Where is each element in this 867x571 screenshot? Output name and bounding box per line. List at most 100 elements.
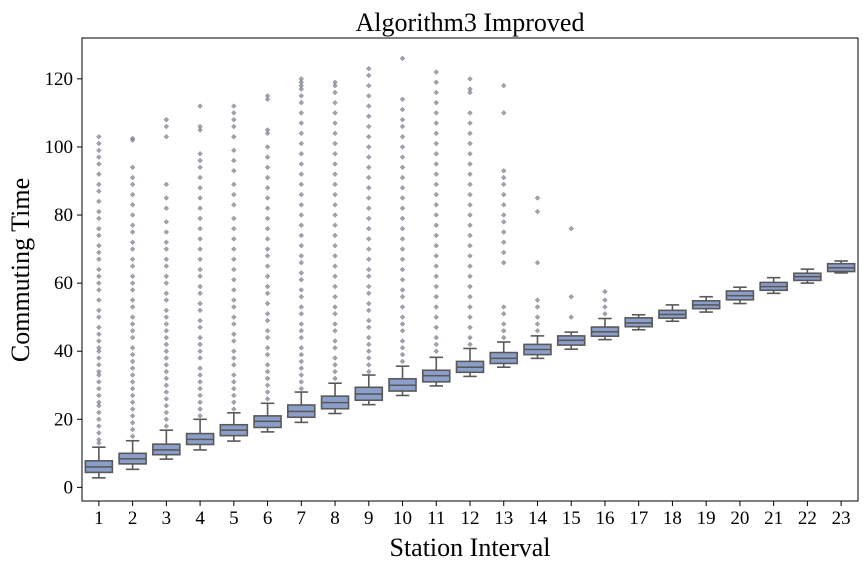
outlier-point xyxy=(163,321,170,327)
y-tick-label: 80 xyxy=(54,205,73,226)
outlier-point xyxy=(467,273,473,279)
outlier-point xyxy=(534,260,541,266)
outlier-point xyxy=(332,311,338,317)
outlier-point xyxy=(129,345,136,351)
outlier-point xyxy=(433,100,439,106)
outlier-point xyxy=(467,263,473,269)
outlier-point xyxy=(366,215,372,222)
outlier-point xyxy=(399,144,406,150)
outlier-point xyxy=(332,161,338,167)
outlier-point xyxy=(467,253,473,259)
outlier-point xyxy=(163,297,170,303)
outlier-point xyxy=(231,103,237,109)
outlier-point xyxy=(231,191,237,198)
outlier-point xyxy=(399,215,406,222)
outlier-point xyxy=(534,328,541,334)
outlier-point xyxy=(298,232,304,239)
outlier-point xyxy=(467,324,473,331)
outlier-point xyxy=(399,321,406,327)
outlier-point xyxy=(433,253,439,259)
outlier-point xyxy=(129,280,136,286)
outlier-point xyxy=(332,283,338,290)
outlier-point xyxy=(332,82,338,89)
outlier-point xyxy=(197,413,203,419)
outlier-point xyxy=(467,89,473,96)
outlier-point xyxy=(332,191,338,198)
outlier-point xyxy=(366,290,372,297)
outlier-point xyxy=(96,331,102,337)
outlier-point xyxy=(231,147,237,154)
outlier-point xyxy=(298,351,304,358)
outlier-point xyxy=(264,334,271,341)
outlier-point xyxy=(298,311,304,317)
outlier-layer xyxy=(96,55,608,446)
outlier-point xyxy=(264,263,271,269)
outlier-point xyxy=(602,288,608,295)
outlier-point xyxy=(366,72,372,79)
outlier-point xyxy=(332,321,338,327)
outlier-point xyxy=(332,100,338,106)
outlier-point xyxy=(96,154,102,160)
outlier-point xyxy=(298,304,304,310)
outlier-point xyxy=(366,205,372,211)
outlier-point xyxy=(433,69,439,75)
outlier-point xyxy=(467,181,473,188)
outlier-point xyxy=(433,161,439,167)
outlier-point xyxy=(501,168,507,174)
outlier-point xyxy=(163,368,170,375)
outlier-point xyxy=(399,106,406,113)
outlier-point xyxy=(298,345,304,351)
outlier-point xyxy=(501,212,507,218)
outlier-point xyxy=(163,280,170,286)
outlier-point xyxy=(163,314,170,320)
outlier-point xyxy=(264,396,271,402)
outlier-point xyxy=(534,304,541,310)
x-tick-label: 19 xyxy=(697,508,716,529)
outlier-point xyxy=(231,168,237,174)
outlier-point xyxy=(298,260,304,266)
outlier-point xyxy=(129,385,136,392)
outlier-point xyxy=(197,324,203,331)
outlier-point xyxy=(433,151,439,157)
x-tick-label: 9 xyxy=(364,508,374,529)
outlier-point xyxy=(96,242,102,249)
outlier-point xyxy=(129,191,136,198)
outlier-point xyxy=(96,324,102,331)
outlier-point xyxy=(129,246,136,252)
outlier-point xyxy=(231,304,237,310)
outlier-point xyxy=(433,191,439,198)
box-12 xyxy=(455,347,485,378)
outlier-point xyxy=(399,117,406,123)
outlier-point xyxy=(366,324,372,331)
x-tick-label: 6 xyxy=(263,508,273,529)
y-tick-label: 20 xyxy=(54,409,73,430)
outlier-point xyxy=(467,151,473,157)
outlier-point xyxy=(501,229,507,235)
outlier-point xyxy=(231,181,237,188)
x-tick-label: 11 xyxy=(427,508,445,529)
outlier-point xyxy=(163,246,170,252)
outlier-point xyxy=(298,202,304,208)
outlier-point xyxy=(366,236,372,242)
outlier-point xyxy=(366,348,372,354)
outlier-point xyxy=(366,195,372,201)
outlier-point xyxy=(129,379,136,385)
outlier-point xyxy=(129,365,136,371)
outlier-point xyxy=(264,130,271,137)
x-tick-label: 23 xyxy=(832,508,851,529)
outlier-point xyxy=(96,372,102,378)
outlier-point xyxy=(96,225,102,232)
outlier-point xyxy=(96,297,102,303)
outlier-point xyxy=(96,423,102,429)
outlier-point xyxy=(231,225,237,232)
outlier-point xyxy=(399,205,406,211)
outlier-point xyxy=(96,232,102,239)
outlier-point xyxy=(366,144,372,150)
outlier-point xyxy=(129,212,136,218)
outlier-point xyxy=(163,382,170,388)
outlier-point xyxy=(298,93,304,99)
outlier-point xyxy=(96,379,102,385)
outlier-point xyxy=(231,277,237,283)
x-tick-label: 22 xyxy=(798,508,817,529)
